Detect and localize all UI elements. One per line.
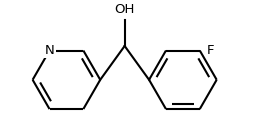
Text: F: F xyxy=(206,44,214,57)
Text: OH: OH xyxy=(115,3,135,16)
Text: N: N xyxy=(45,44,54,57)
